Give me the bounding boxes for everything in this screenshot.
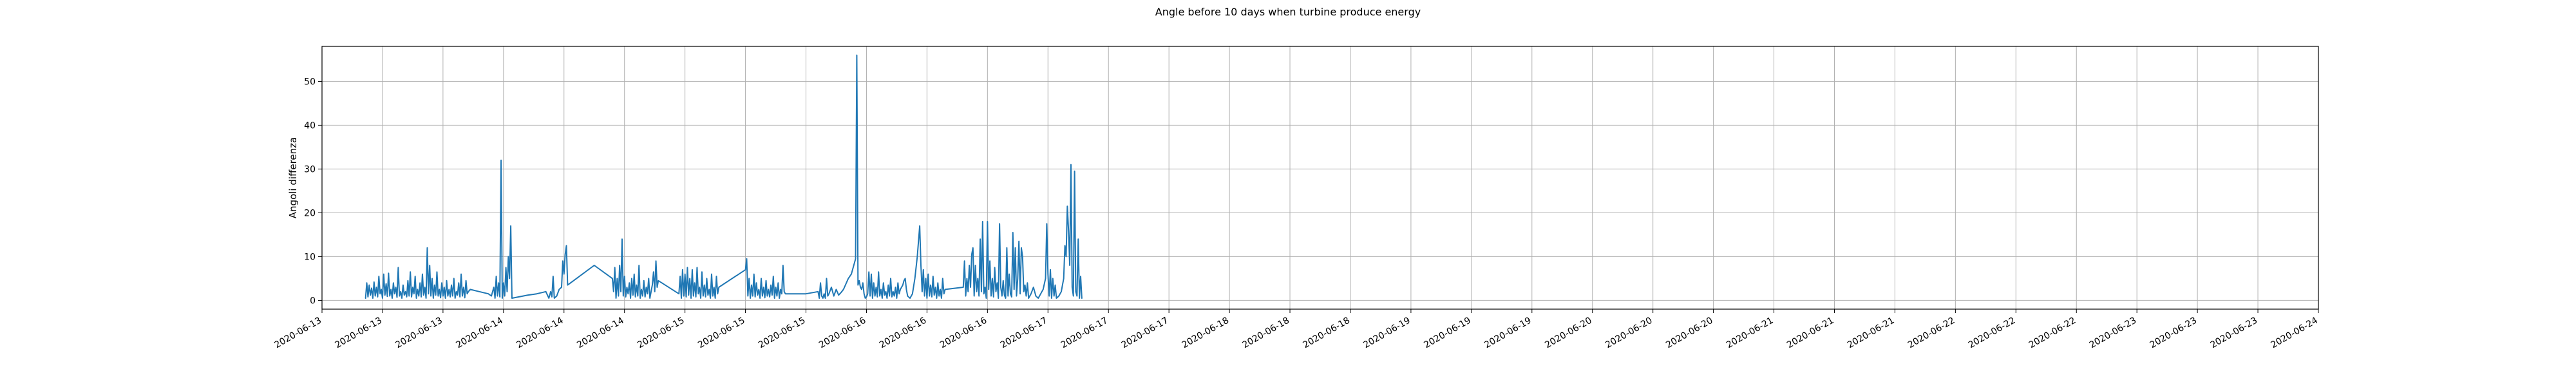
y-tick-label: 20 [304,208,316,218]
y-axis: 0 10 20 30 40 50 [304,77,322,306]
y-tick-label: 40 [304,120,316,131]
y-tick-label: 50 [304,77,316,87]
series-line [365,54,1083,299]
y-axis-label: Angoli differenza [287,137,299,218]
y-tick-label: 10 [304,252,316,262]
y-tick-label: 0 [310,296,316,306]
y-tick-label: 30 [304,164,316,175]
plot-area [321,46,2319,310]
chart-title: Angle before 10 days when turbine produc… [1155,6,1421,18]
grid-layer [321,46,2319,309]
